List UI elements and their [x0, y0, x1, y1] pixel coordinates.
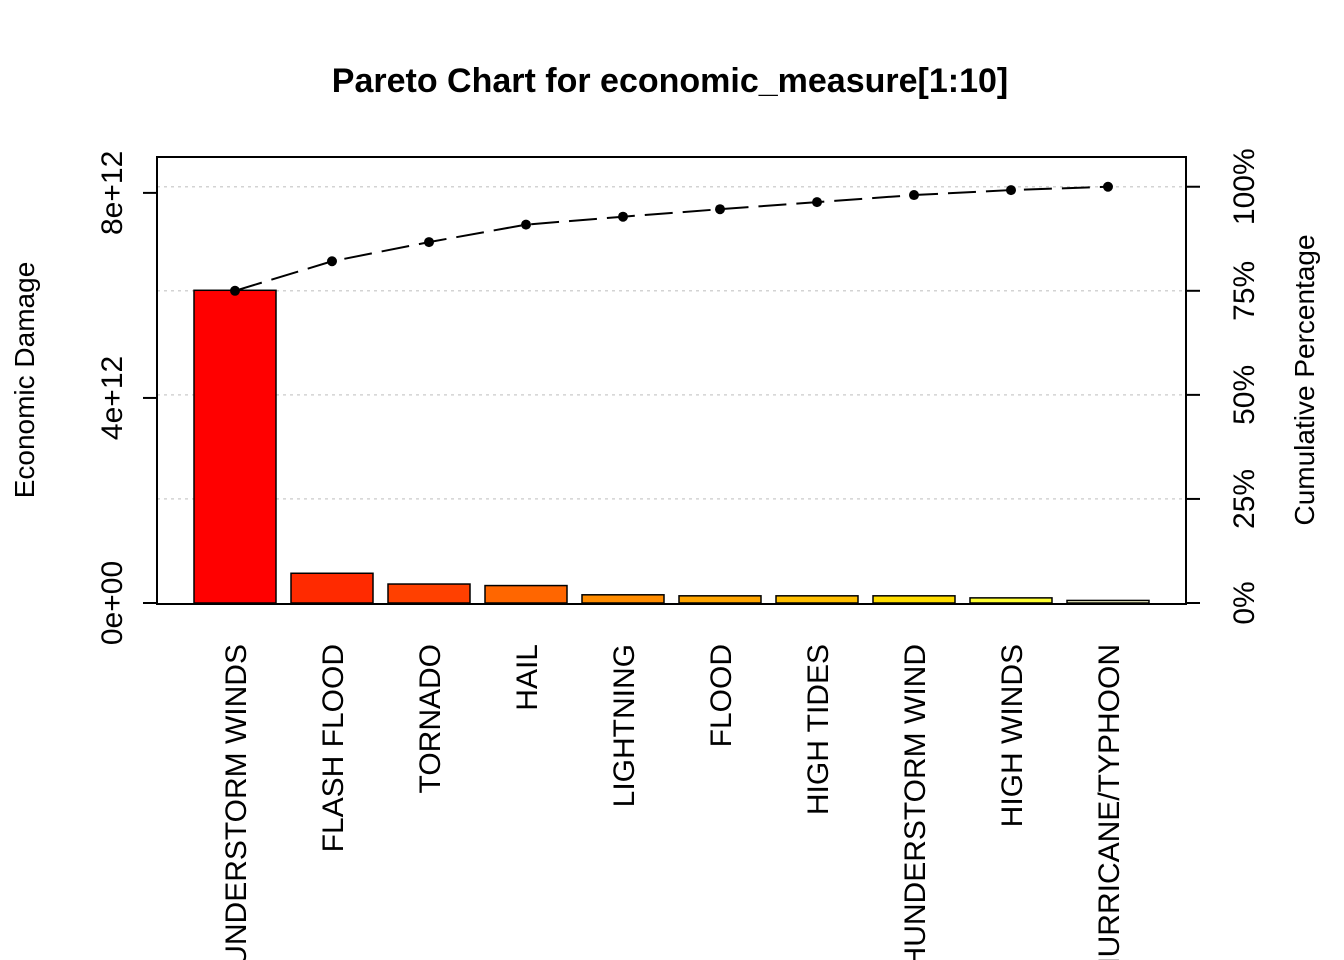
bar: [581, 594, 665, 604]
y-tick-label: 8e+12: [96, 151, 129, 235]
cumulative-point: [812, 197, 822, 208]
category-label: LIGHTNING: [608, 644, 641, 807]
axes: 0e+00 4e+12 8e+12 0% 25% 50% 75% 100% THUNDERSTO…: [96, 148, 1261, 960]
y2-tick-label: 25%: [1228, 469, 1261, 529]
bar: [969, 597, 1053, 604]
cumulative-line: [230, 181, 1113, 296]
cumulative-point: [1103, 181, 1113, 192]
cumulative-polyline: [234, 185, 1109, 292]
bar: [193, 289, 277, 604]
bar: [775, 595, 859, 604]
category-label: THUNDERSTORM WIND: [899, 644, 932, 960]
bar: [484, 584, 568, 604]
gridlines: [157, 185, 1186, 500]
bar: [1066, 599, 1150, 604]
y2-tick-label: 75%: [1228, 261, 1261, 321]
y2-tick-label: 50%: [1228, 365, 1261, 425]
cumulative-point: [1006, 185, 1016, 196]
cumulative-point: [424, 237, 434, 248]
y-tick-label: 4e+12: [96, 356, 129, 440]
bar: [872, 595, 956, 604]
y2-tick-label: 100%: [1228, 148, 1261, 225]
y2-axis-label: Cumulative Percentage: [1289, 234, 1320, 525]
bar: [290, 572, 374, 604]
category-label: FLOOD: [705, 644, 738, 747]
y2-tick-label: 0%: [1228, 581, 1261, 624]
cumulative-point: [618, 211, 628, 222]
cumulative-point: [521, 219, 531, 230]
bars: [193, 289, 1150, 604]
category-label: HURRICANE/TYPHOON: [1093, 644, 1126, 960]
bar: [387, 583, 471, 604]
y-tick-label: 0e+00: [96, 561, 129, 645]
plot-frame: [156, 156, 1187, 605]
category-label: HAIL: [511, 644, 544, 711]
y-axis-label: Economic Damage: [9, 262, 40, 499]
chart-title: Pareto Chart for economic_measure[1:10]: [332, 62, 1008, 100]
category-label: FLASH FLOOD: [317, 644, 350, 852]
cumulative-point: [715, 204, 725, 215]
category-label: HIGH TIDES: [802, 644, 835, 815]
category-label: TORNADO: [414, 644, 447, 793]
cumulative-point: [909, 190, 919, 201]
bar: [678, 595, 762, 604]
cumulative-point: [230, 285, 240, 296]
cumulative-point: [327, 256, 337, 267]
category-label: HIGH WINDS: [996, 644, 1029, 827]
category-label: THUNDERSTORM WINDS: [220, 644, 253, 960]
